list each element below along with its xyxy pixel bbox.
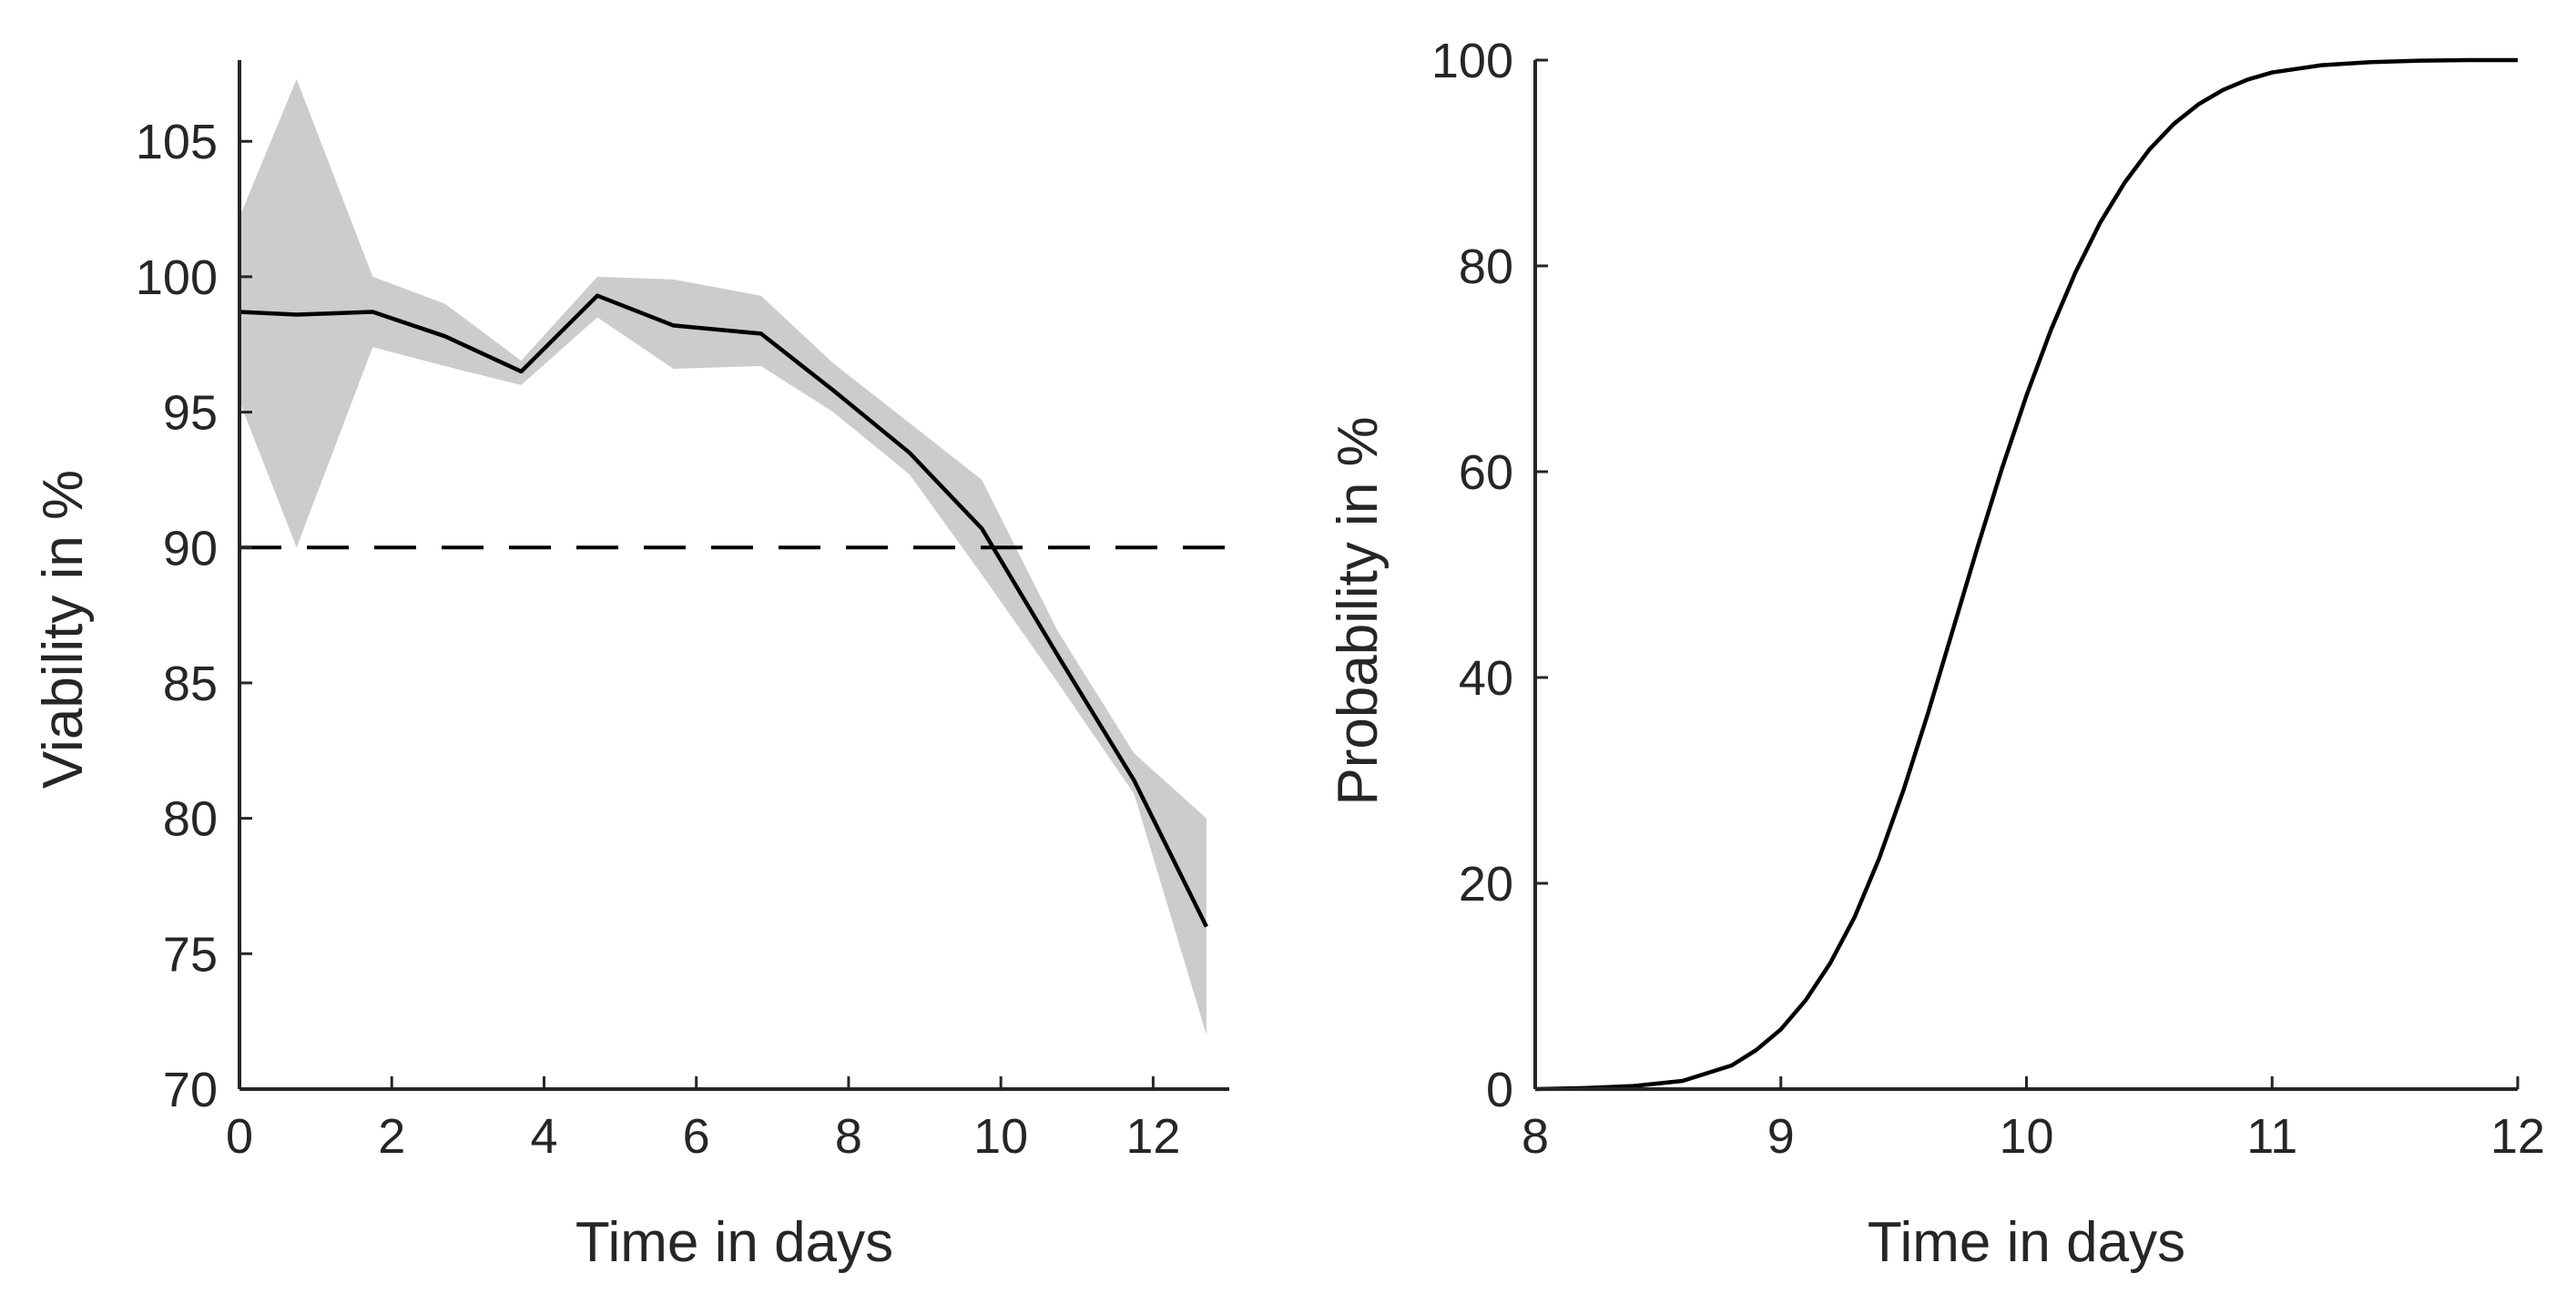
probability-x-tick-label: 11	[2246, 1109, 2297, 1164]
probability-y-tick-label: 100	[1431, 34, 1513, 88]
probability-axes: 8 9 10 11 12 0 20 40 60 80 100	[1431, 34, 2545, 1164]
viability-range-band	[239, 78, 1207, 1035]
viability-y-tick-label: 70	[163, 1063, 218, 1117]
viability-chart: 0 2 4 6 8 10 12 70 75 80 85 90 95 100 105 Time in days…	[32, 60, 1229, 1274]
viability-y-tick-label: 100	[136, 250, 218, 305]
viability-y-tick-label: 80	[163, 792, 218, 847]
viability-x-tick-label: 6	[683, 1109, 710, 1164]
viability-y-tick-label: 85	[163, 657, 218, 711]
probability-y-tick-label: 0	[1486, 1063, 1513, 1117]
viability-y-tick-label: 75	[163, 927, 218, 982]
viability-axes: 0 2 4 6 8 10 12 70 75 80 85 90 95 100 105	[136, 60, 1229, 1164]
viability-x-tick-label: 8	[835, 1109, 862, 1164]
viability-x-tick-label: 0	[226, 1109, 253, 1164]
viability-x-tick-label: 10	[973, 1109, 1028, 1164]
probability-y-tick-label: 80	[1459, 239, 1513, 294]
viability-x-tick-label: 12	[1125, 1109, 1180, 1164]
viability-x-tick-label: 2	[378, 1109, 405, 1164]
probability-chart: 8 9 10 11 12 0 20 40 60 80 100 Time in days Probab…	[1327, 34, 2545, 1274]
probability-x-axis-label: Time in days	[1868, 1211, 2185, 1274]
viability-y-tick-label: 90	[163, 521, 218, 576]
viability-y-tick-label: 95	[163, 386, 218, 441]
probability-y-axis-label: Probability in %	[1327, 416, 1390, 805]
probability-y-tick-label: 60	[1459, 445, 1513, 500]
probability-x-tick-label: 9	[1767, 1109, 1795, 1164]
probability-y-tick-label: 40	[1459, 651, 1513, 706]
viability-mean-line	[239, 293, 1208, 928]
viability-y-tick-label: 105	[136, 115, 218, 169]
viability-y-axis-label: Viability in %	[32, 470, 95, 789]
viability-x-tick-label: 4	[530, 1109, 557, 1164]
viability-x-axis-label: Time in days	[575, 1211, 893, 1274]
probability-y-tick-label: 20	[1459, 857, 1513, 912]
probability-x-tick-label: 8	[1522, 1109, 1549, 1164]
probability-x-tick-label: 12	[2490, 1109, 2545, 1164]
probability-curve	[1534, 57, 2518, 1092]
probability-x-tick-label: 10	[1999, 1109, 2053, 1164]
